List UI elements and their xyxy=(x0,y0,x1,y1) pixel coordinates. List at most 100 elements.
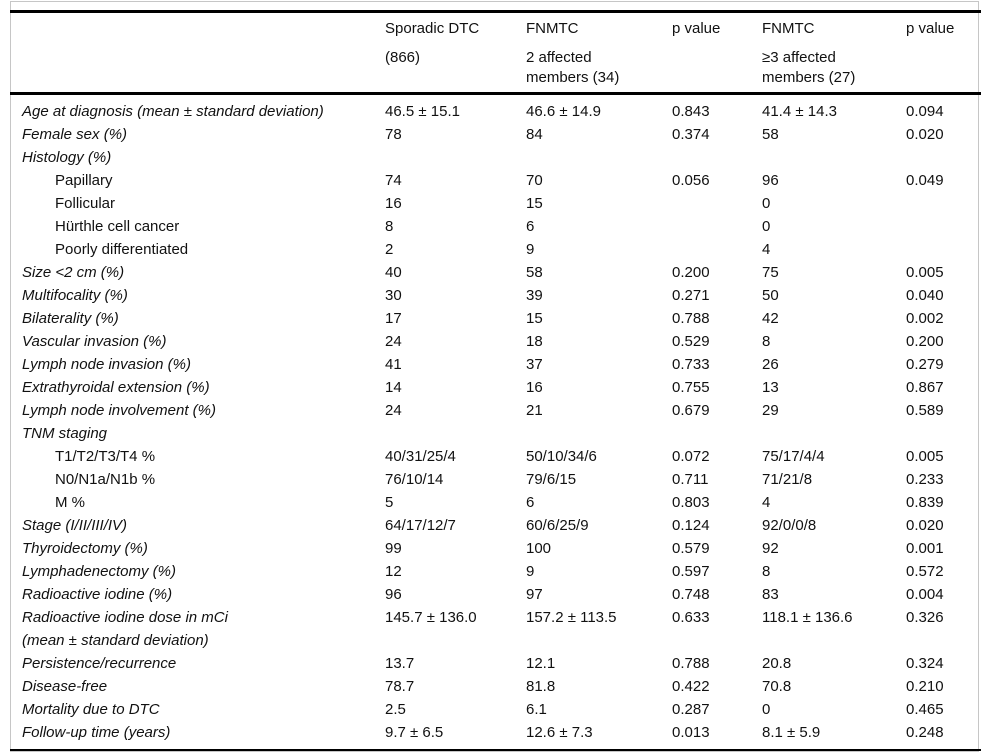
cell-value xyxy=(762,146,906,169)
cell-value: 64/17/12/7 xyxy=(385,517,456,534)
cell-value: 16 xyxy=(526,379,543,396)
cell-value: 6 xyxy=(526,494,535,511)
cell-value: 79/6/15 xyxy=(526,471,577,488)
cell-value: 46.6 ± 14.9 xyxy=(526,103,601,120)
table-header: Sporadic DTC (866) FNMTC 2 affected memb… xyxy=(10,10,981,95)
cell-value: 0.020 xyxy=(906,517,944,534)
cell-value: 6 xyxy=(526,218,535,235)
cell-value xyxy=(672,422,762,445)
cell-value: 9 xyxy=(526,563,535,580)
cell-value: 2 xyxy=(385,241,394,258)
cell-value: 0 xyxy=(762,218,771,235)
row-label: Size <2 cm (%) xyxy=(22,264,125,281)
table-row: Hürthle cell cancer 8 6 0 xyxy=(10,215,981,238)
row-label: Age at diagnosis (mean ± standard deviat… xyxy=(22,103,324,120)
col-header-pvalue-2: p value xyxy=(906,10,981,95)
cell-value: 71/21/8 xyxy=(762,471,813,488)
cell-value: 0.001 xyxy=(906,540,944,557)
cell-value: 12.1 xyxy=(526,655,556,672)
cell-value: 14 xyxy=(385,379,402,396)
cell-value: 8 xyxy=(762,563,771,580)
cell-value: 40/31/25/4 xyxy=(385,448,456,465)
cell-value xyxy=(672,146,762,169)
row-label: Poorly differentiated xyxy=(55,241,189,258)
cell-value xyxy=(385,422,526,445)
cell-value: 0.733 xyxy=(672,356,710,373)
col-header-subtext: (866) xyxy=(385,49,421,66)
cell-value: 0.529 xyxy=(672,333,710,350)
table-row: Radioactive iodine (%) 96 97 0.748 83 0.004 xyxy=(10,583,981,606)
cell-value xyxy=(906,146,981,169)
cell-value: 60/6/25/9 xyxy=(526,517,589,534)
cell-value xyxy=(526,422,672,445)
row-label: T1/T2/T3/T4 % xyxy=(55,448,156,465)
col-header-fnmtc-2: FNMTC 2 affected members (34) xyxy=(526,10,672,95)
row-label: Lymph node involvement (%) xyxy=(22,402,216,419)
table-row: TNM staging xyxy=(10,422,981,445)
table-row: Bilaterality (%) 17 15 0.788 42 0.002 xyxy=(10,307,981,330)
cell-value: 0.803 xyxy=(672,494,710,511)
cell-value: 0.210 xyxy=(906,678,944,695)
cell-value: 81.8 xyxy=(526,678,556,695)
table-row: Age at diagnosis (mean ± standard deviat… xyxy=(10,94,981,124)
row-label: Mortality due to DTC xyxy=(22,701,160,718)
cell-value: 96 xyxy=(762,172,779,189)
row-label: Extrathyroidal extension (%) xyxy=(22,379,210,396)
cell-value: 46.5 ± 15.1 xyxy=(385,103,460,120)
cell-value: 0.233 xyxy=(906,471,944,488)
cell-value xyxy=(672,238,762,261)
cell-value: 8.1 ± 5.9 xyxy=(762,721,906,751)
cell-value: 24 xyxy=(385,402,402,419)
cell-value: 24 xyxy=(385,333,402,350)
cell-value xyxy=(906,192,981,215)
table-row: Disease-free 78.7 81.8 0.422 70.8 0.210 xyxy=(10,675,981,698)
cell-value: 2.5 xyxy=(385,701,406,718)
cell-value: 99 xyxy=(385,540,402,557)
table-row: Radioactive iodine dose in mCi (mean ± st… xyxy=(10,606,981,652)
cell-value: 96 xyxy=(385,586,402,603)
table-row: Thyroidectomy (%) 99 100 0.579 92 0.001 xyxy=(10,537,981,560)
cell-value xyxy=(906,422,981,445)
cell-value: 8 xyxy=(385,218,394,235)
col-header-fnmtc-3plus: FNMTC ≥3 affected members (27) xyxy=(762,10,906,95)
cell-value: 118.1 ± 136.6 xyxy=(762,609,853,626)
row-label: Radioactive iodine (%) xyxy=(22,586,173,603)
cell-value: 145.7 ± 136.0 xyxy=(385,609,477,626)
cell-value: 5 xyxy=(385,494,394,511)
table-body: Age at diagnosis (mean ± standard deviat… xyxy=(10,94,981,751)
cell-value: 76/10/14 xyxy=(385,471,444,488)
cell-value: 0.072 xyxy=(672,448,710,465)
cell-value: 0.094 xyxy=(906,103,944,120)
cell-value: 0.279 xyxy=(906,356,944,373)
cell-value: 15 xyxy=(526,195,543,212)
col-header-text: Sporadic DTC xyxy=(385,20,480,37)
table-row: Vascular invasion (%) 24 18 0.529 8 0.200 xyxy=(10,330,981,353)
cell-value: 9 xyxy=(526,241,535,258)
cell-value: 70.8 xyxy=(762,678,792,695)
table-row: Lymphadenectomy (%) 12 9 0.597 8 0.572 xyxy=(10,560,981,583)
col-header-text: FNMTC xyxy=(526,20,579,37)
table-row: T1/T2/T3/T4 % 40/31/25/4 50/10/34/6 0.072 75… xyxy=(10,445,981,468)
table-row: Mortality due to DTC 2.5 6.1 0.287 0 0.465 xyxy=(10,698,981,721)
cell-value: 6.1 xyxy=(526,701,547,718)
row-label: Histology (%) xyxy=(22,149,112,166)
cell-value: 0.004 xyxy=(906,586,944,603)
cell-value: 0.287 xyxy=(672,701,710,718)
table-row: Extrathyroidal extension (%) 14 16 0.755 13 0… xyxy=(10,376,981,399)
cell-value: 0.124 xyxy=(672,517,710,534)
cell-value: 0.374 xyxy=(672,126,710,143)
cell-value: 70 xyxy=(526,172,543,189)
cell-value: 0.200 xyxy=(672,264,710,281)
table-row: Papillary 74 70 0.056 96 0.049 xyxy=(10,169,981,192)
table-row: Size <2 cm (%) 40 58 0.200 75 0.005 xyxy=(10,261,981,284)
row-label: Follow-up time (years) xyxy=(10,721,385,751)
row-label: M % xyxy=(55,494,85,511)
table-row: Lymph node involvement (%) 24 21 0.679 29 0.5… xyxy=(10,399,981,422)
table-row: Histology (%) xyxy=(10,146,981,169)
row-label: Female sex (%) xyxy=(22,126,128,143)
row-label: Stage (I/II/III/IV) xyxy=(22,517,128,534)
cell-value: 13 xyxy=(762,379,779,396)
cell-value: 58 xyxy=(762,126,779,143)
cell-value xyxy=(762,422,906,445)
